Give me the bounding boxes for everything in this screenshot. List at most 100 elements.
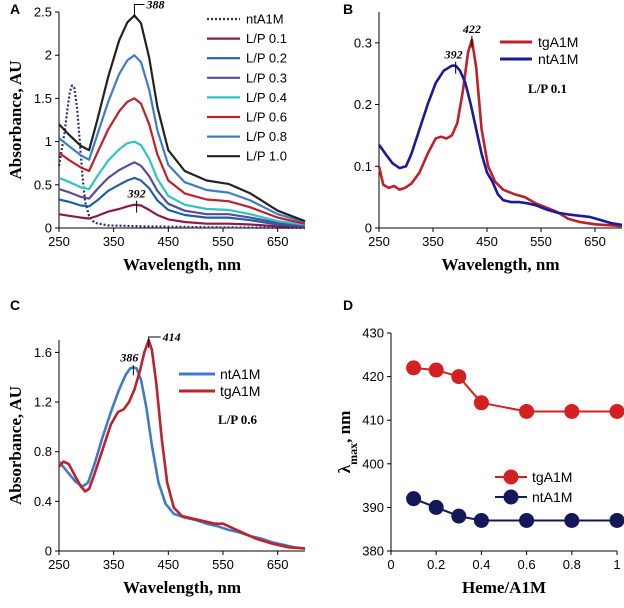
data-point — [451, 369, 467, 385]
y-tick-label: 390 — [362, 500, 384, 515]
legend-label: tgA1M — [538, 34, 578, 50]
series-line-6 — [58, 54, 306, 224]
series-line-3 — [58, 161, 306, 227]
panel-letter: A — [10, 1, 20, 17]
y-tick-label: 380 — [362, 544, 384, 559]
data-point — [406, 360, 422, 376]
legend-marker — [503, 469, 519, 485]
series-line-7 — [58, 14, 306, 223]
x-tick-label: 250 — [48, 557, 70, 572]
y-tick-label: 0.5 — [34, 177, 52, 192]
x-tick-label: 450 — [157, 234, 179, 249]
series-line-0 — [57, 84, 306, 230]
x-tick-label: 550 — [212, 234, 234, 249]
data-point — [473, 512, 489, 528]
x-tick-label: 350 — [422, 234, 444, 249]
legend-label: ntA1M — [538, 51, 578, 67]
panel-a: A 250 350 450 550 650 0 0.5 1 1.5 2 2.5 Wavelength, … — [6, 0, 306, 274]
x-tick-label: 650 — [584, 234, 606, 249]
data-point — [564, 403, 580, 419]
peak-label: 388 — [145, 0, 164, 11]
x-tick-label: 1 — [613, 557, 620, 572]
data-point — [406, 491, 422, 507]
peak-label: 386 — [119, 350, 138, 364]
panel-d: D 0 0.2 0.4 0.6 0.8 1 380 390 400 410 420 430 Heme/A1… — [335, 297, 624, 597]
x-tick-label: 450 — [476, 234, 498, 249]
series-line-1 — [58, 203, 306, 229]
legend-marker — [503, 489, 519, 505]
data-point — [473, 395, 489, 411]
y-axis-title: Absorbance, AU — [6, 386, 25, 505]
panel-letter: D — [343, 297, 353, 313]
y-tick-label: 1.6 — [34, 345, 52, 360]
legend-label: L/P 0.8 — [246, 129, 287, 144]
lp-annotation: L/P 0.6 — [218, 412, 258, 427]
x-axis-title: Wavelength, nm — [123, 578, 241, 597]
data-point — [428, 499, 444, 515]
x-tick-label: 350 — [103, 557, 125, 572]
x-axis-title: Heme/A1M — [462, 578, 546, 597]
legend-label: L/P 0.4 — [246, 90, 287, 105]
peak-label: 392 — [127, 187, 146, 201]
y-tick-label: 430 — [362, 326, 384, 341]
data-point — [519, 403, 535, 419]
data-point — [519, 512, 535, 528]
series-line-0 — [413, 366, 617, 413]
series-line-5 — [58, 97, 306, 225]
x-tick-label: 250 — [48, 234, 70, 249]
y-tick-label: 1 — [45, 134, 52, 149]
legend-label: L/P 0.1 — [246, 31, 287, 46]
y-axis-title: Absorbance, AU — [6, 60, 25, 179]
data-point — [428, 362, 444, 378]
peak-marker — [133, 3, 145, 18]
y-tick-label: 0.2 — [354, 97, 372, 112]
legend-label: tgA1M — [532, 469, 572, 485]
legend-label: L/P 0.2 — [246, 51, 287, 66]
x-tick-label: 250 — [368, 234, 390, 249]
peak-marker — [148, 336, 161, 348]
series-line-4 — [58, 140, 306, 226]
lp-annotation: L/P 0.1 — [528, 81, 567, 96]
x-tick-label: 650 — [267, 234, 289, 249]
x-tick-label: 450 — [157, 557, 179, 572]
panel-letter: C — [10, 297, 20, 313]
y-tick-label: 0.4 — [34, 494, 52, 509]
data-point — [609, 403, 624, 419]
series-line-0 — [377, 38, 623, 228]
y-tick-label: 2.5 — [34, 5, 52, 20]
x-tick-label: 550 — [212, 557, 234, 572]
x-tick-label: 0.8 — [563, 557, 581, 572]
peak-label: 414 — [162, 330, 181, 344]
y-tick-label: 1.2 — [34, 395, 52, 410]
data-point — [609, 512, 624, 528]
legend-label: ntA1M — [532, 489, 572, 505]
y-tick-label: 1.5 — [34, 91, 52, 106]
data-point — [451, 508, 467, 524]
x-tick-label: 0 — [387, 557, 394, 572]
x-tick-label: 0.2 — [427, 557, 445, 572]
x-tick-label: 0.4 — [472, 557, 490, 572]
series-line-1 — [377, 64, 623, 227]
legend-label: ntA1M — [246, 12, 284, 27]
legend-label: L/P 1.0 — [246, 149, 287, 164]
y-tick-label: 0 — [45, 221, 52, 236]
legend-label: L/P 0.6 — [246, 110, 287, 125]
y-tick-label: 420 — [362, 369, 384, 384]
y-tick-label: 400 — [362, 456, 384, 471]
series-line-2 — [58, 176, 306, 228]
x-tick-label: 550 — [530, 234, 552, 249]
panel-letter: B — [343, 1, 353, 17]
peak-label: 422 — [462, 22, 481, 36]
y-tick-label: 2 — [45, 48, 52, 63]
x-axis-title: Wavelength, nm — [441, 255, 559, 274]
legend-label: L/P 0.3 — [246, 70, 287, 85]
y-tick-label: 0 — [45, 544, 52, 559]
y-tick-label: 0.1 — [354, 159, 372, 174]
x-axis-title: Wavelength, nm — [123, 255, 241, 274]
y-axis-title: λmax, nm — [335, 411, 360, 473]
data-point — [564, 512, 580, 528]
y-tick-label: 0.3 — [354, 35, 372, 50]
series-line-1 — [58, 338, 306, 550]
y-tick-label: 410 — [362, 413, 384, 428]
